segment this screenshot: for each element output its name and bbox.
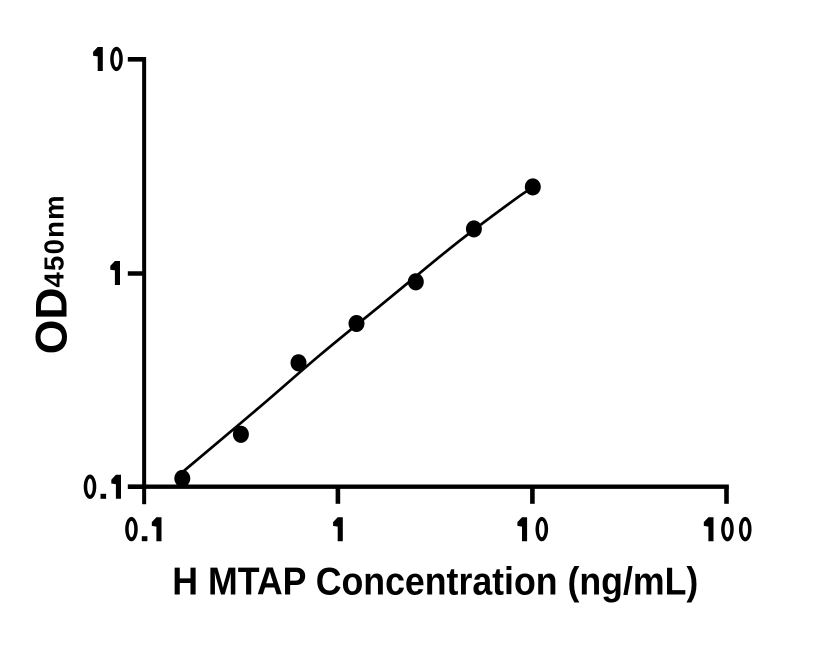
svg-text:H MTAP Concentration (ng/mL): H MTAP Concentration (ng/mL) (172, 561, 698, 604)
